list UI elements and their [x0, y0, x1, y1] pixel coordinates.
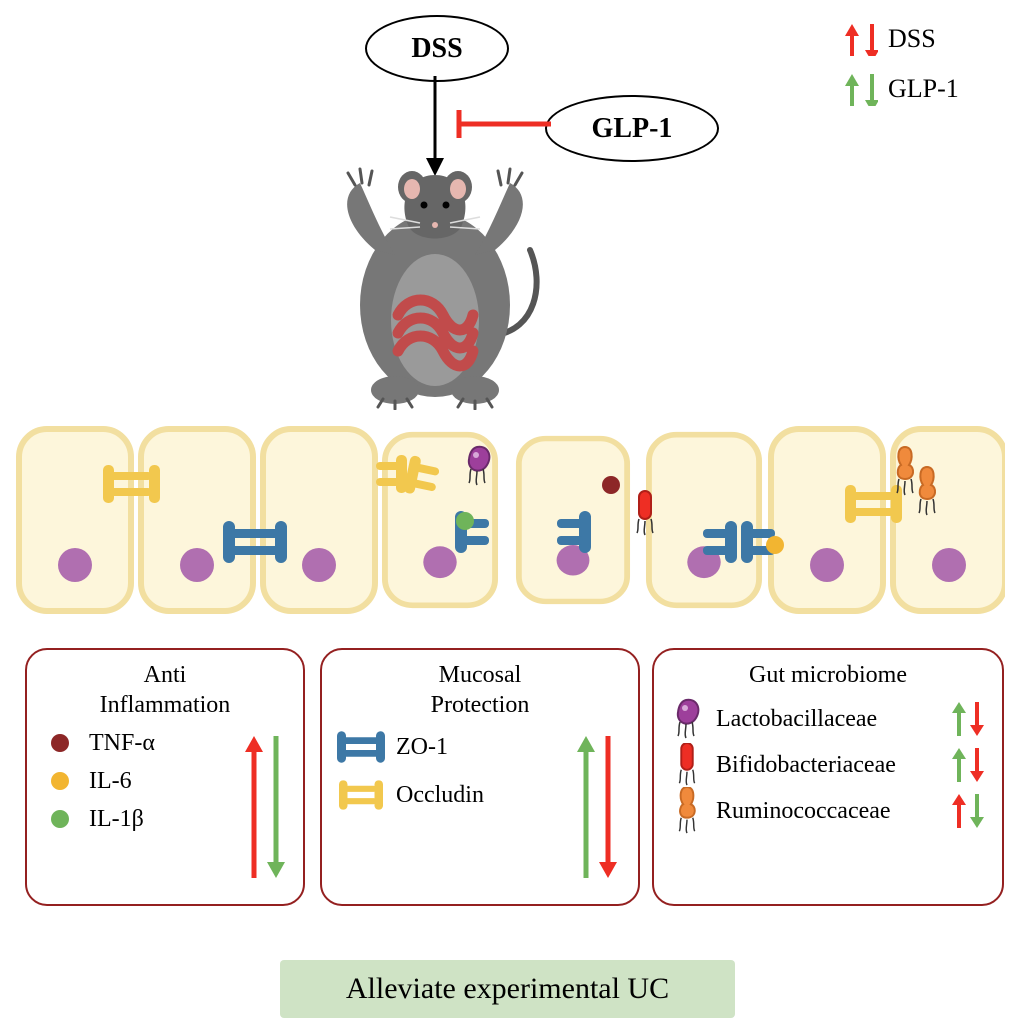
- bifido-icon: [668, 748, 706, 782]
- glp1-label: GLP-1: [545, 95, 719, 162]
- panel-anti-title: Anti Inflammation: [41, 660, 289, 720]
- anti-item-il6-label: IL-6: [89, 768, 132, 794]
- glp1-text: GLP-1: [592, 113, 673, 145]
- mucosal-item-occ-label: Occludin: [396, 782, 484, 808]
- mouse-illustration: [320, 155, 550, 410]
- top-legend-dss: DSS: [840, 22, 959, 56]
- bottom-banner: Alleviate experimental UC: [280, 960, 735, 1018]
- mucosal-item-zo1-label: ZO-1: [396, 734, 448, 760]
- rumino-arrow-icon: [948, 792, 988, 830]
- top-legend-glp1-label: GLP-1: [888, 75, 959, 104]
- occludin-icon: [336, 778, 386, 812]
- il1b-icon: [41, 802, 79, 836]
- gut-item-lacto-label: Lactobacillaceae: [716, 706, 877, 732]
- zo1-icon: [336, 730, 386, 764]
- panel-mucosal-title: Mucosal Protection: [336, 660, 624, 720]
- panel-gut-title: Gut microbiome: [668, 660, 988, 690]
- top-legend-dss-label: DSS: [888, 25, 936, 54]
- glp1-inhibitor-icon: [447, 106, 557, 142]
- updown-green-icon: [840, 72, 878, 106]
- panel-gut: Gut microbiome Lactobacillaceae Bifidoba…: [652, 648, 1004, 906]
- epithelium-row: [15, 425, 1005, 615]
- il6-icon: [41, 764, 79, 798]
- updown-red-icon: [840, 22, 878, 56]
- gut-item-lacto: Lactobacillaceae: [668, 700, 988, 738]
- dss-label: DSS: [365, 15, 509, 82]
- tnf-icon: [41, 726, 79, 760]
- top-legend-glp1: GLP-1: [840, 72, 959, 106]
- gut-item-rumino-label: Ruminococcaceae: [716, 798, 891, 824]
- anti-arrow-pair-icon: [240, 732, 290, 882]
- anti-item-il1b-label: IL-1β: [89, 806, 144, 832]
- bottom-banner-text: Alleviate experimental UC: [346, 972, 669, 1006]
- gut-item-rumino: Ruminococcaceae: [668, 792, 988, 830]
- gut-item-bifido-label: Bifidobacteriaceae: [716, 752, 896, 778]
- gut-item-bifido: Bifidobacteriaceae: [668, 746, 988, 784]
- lacto-arrow-icon: [948, 700, 988, 738]
- top-legend: DSS GLP-1: [840, 18, 959, 110]
- lacto-icon: [668, 702, 706, 736]
- dss-text: DSS: [411, 33, 462, 65]
- bifido-arrow-icon: [948, 746, 988, 784]
- mucosal-arrow-pair-icon: [572, 732, 622, 882]
- anti-item-tnf-label: TNF-α: [89, 730, 155, 756]
- rumino-icon: [668, 794, 706, 828]
